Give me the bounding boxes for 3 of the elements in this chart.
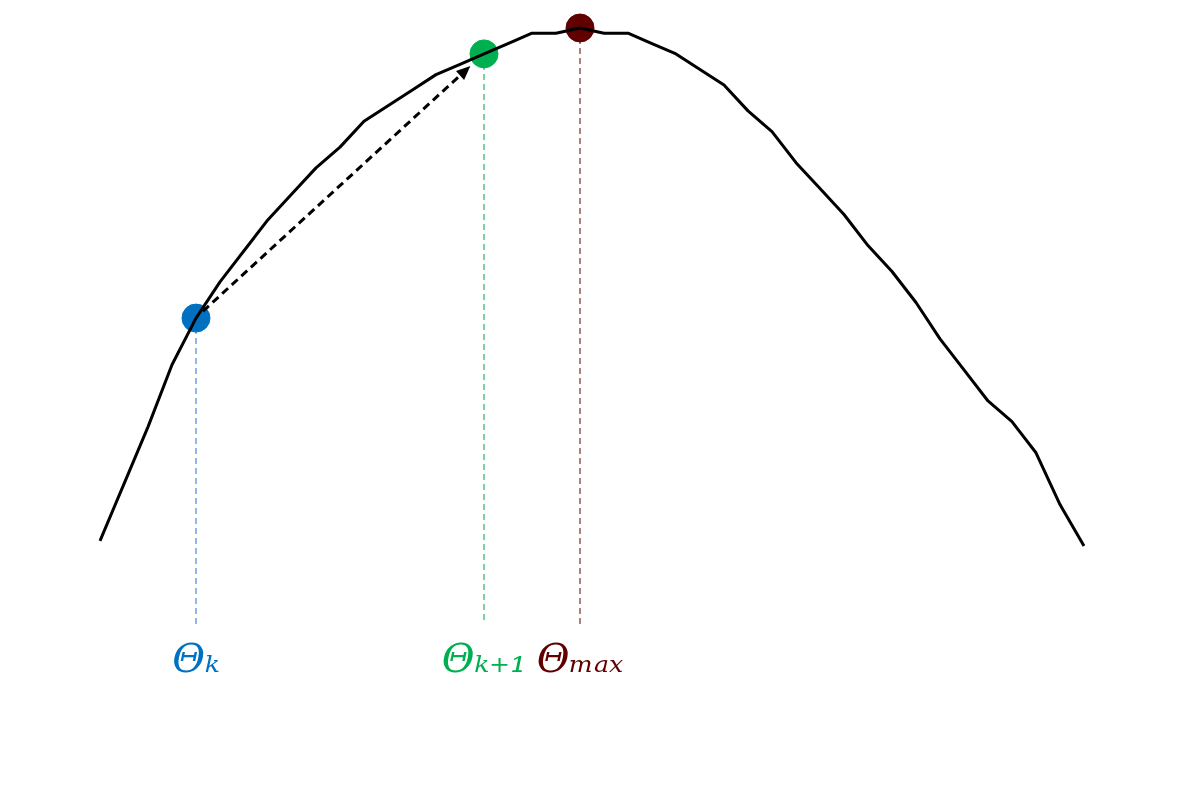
x-tick-label: Θₖ₊₁ — [441, 635, 527, 682]
x-tick-label: Θₘₐₓ — [536, 635, 624, 682]
x-tick-label: Θₖ — [172, 635, 220, 682]
